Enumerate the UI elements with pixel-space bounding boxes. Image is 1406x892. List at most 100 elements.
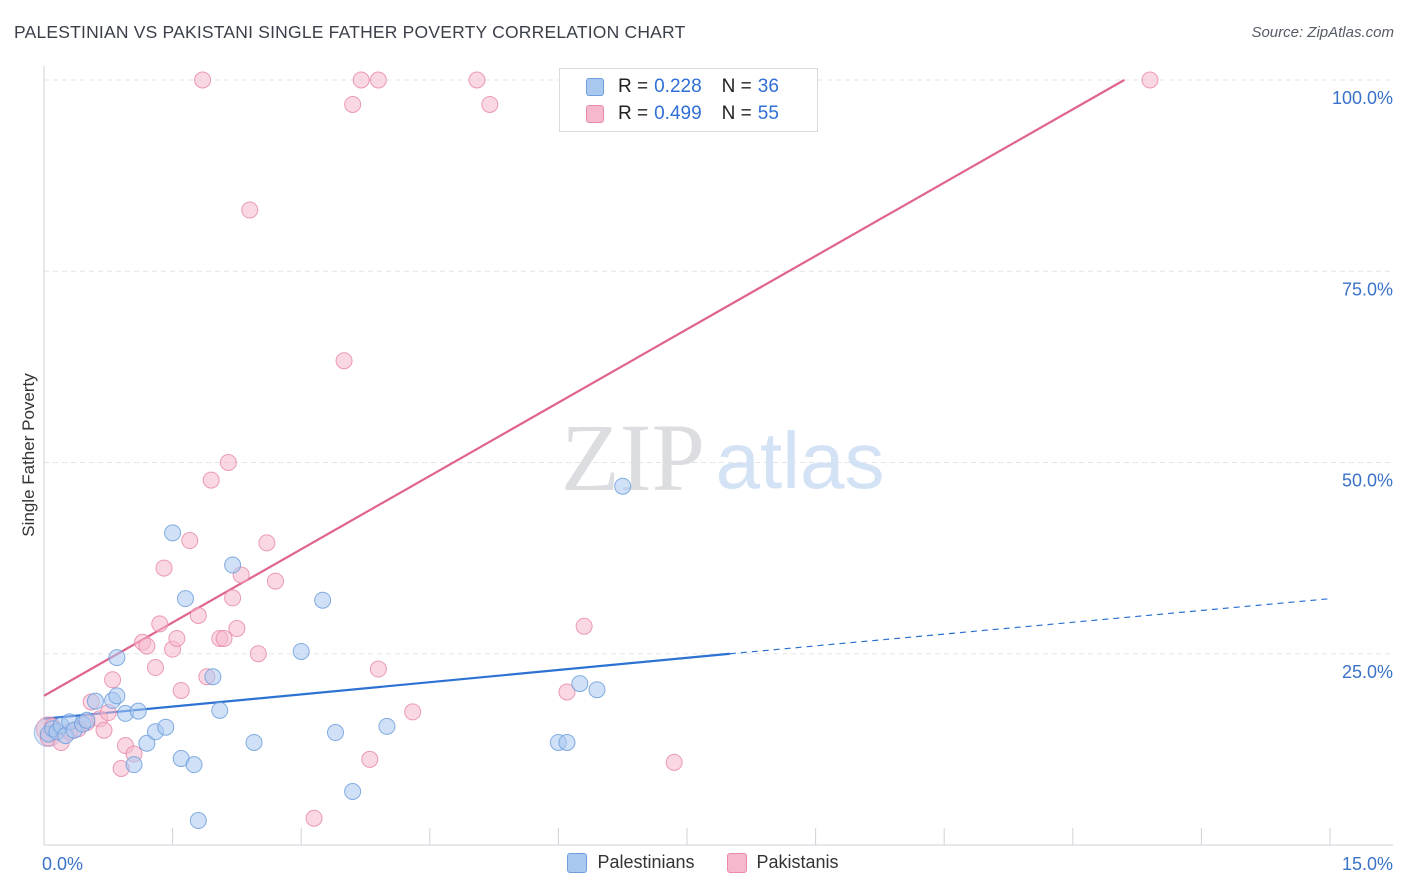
pakistani-point — [104, 671, 122, 689]
r-value: 0.228 — [654, 76, 702, 97]
palestinian-point — [78, 711, 96, 729]
palestinians-trend-extension — [729, 598, 1331, 655]
palestinian-point — [189, 812, 207, 830]
pakistani-point — [335, 352, 353, 370]
pakistani-point — [249, 645, 267, 663]
source-label: Source: ZipAtlas.com — [1251, 24, 1394, 41]
palestinian-point — [129, 702, 147, 720]
data-points — [33, 71, 1159, 830]
legend-row-palestinians: R = 0.228 N = 36 — [586, 75, 779, 99]
y-tick-label: 75.0% — [1342, 279, 1393, 299]
pakistani-point — [258, 534, 276, 552]
pakistani-point — [361, 750, 379, 768]
axes — [43, 66, 1393, 846]
pakistani-point — [172, 681, 190, 699]
pakistani-point — [138, 637, 156, 655]
pakistani-point — [575, 617, 593, 635]
pakistani-point — [665, 753, 683, 771]
palestinian-point — [344, 782, 362, 800]
palestinian-point — [108, 649, 126, 667]
pakistani-point — [352, 71, 370, 89]
palestinians-swatch — [586, 78, 604, 96]
palestinian-point — [224, 556, 242, 574]
pakistani-point — [468, 71, 486, 89]
palestinian-point — [211, 701, 229, 719]
pakistani-point — [189, 607, 207, 624]
series-legend: Palestinians Pakistanis — [0, 852, 1406, 873]
palestinian-point — [185, 756, 203, 774]
pakistani-point — [215, 629, 233, 647]
grid-lines — [44, 79, 1393, 655]
n-label: N = — [721, 76, 752, 97]
pakistani-point — [404, 703, 422, 721]
pakistani-point — [219, 454, 237, 471]
n-value: 36 — [757, 76, 779, 97]
palestinian-point — [314, 591, 332, 609]
palestinians-trend-line — [43, 652, 730, 720]
palestinian-point — [86, 692, 104, 710]
palestinian-point — [378, 717, 396, 735]
r-value: 0.499 — [654, 103, 702, 124]
chart-title: PALESTINIAN VS PAKISTANI SINGLE FATHER P… — [14, 22, 686, 42]
correlation-legend: R = 0.228 N = 36 R = 0.499 N = 55 — [559, 68, 818, 132]
pakistani-point — [369, 71, 387, 89]
legend-row-pakistanis: R = 0.499 N = 55 — [586, 102, 779, 126]
pakistani-point — [369, 660, 387, 678]
palestinian-point — [204, 668, 222, 686]
palestinian-point — [245, 733, 263, 751]
y-tick-label: 100.0% — [1332, 88, 1393, 108]
pakistanis-swatch — [586, 105, 604, 123]
palestinian-point — [614, 477, 632, 495]
watermark-zip: ZIP — [561, 404, 705, 511]
palestinian-point — [326, 724, 344, 742]
watermark-atlas: atlas — [716, 416, 885, 505]
legend-item-palestinians[interactable]: Palestinians — [567, 852, 695, 873]
watermark: ZIP atlas — [561, 404, 884, 511]
palestinian-point — [164, 524, 182, 542]
n-label: N = — [721, 103, 752, 124]
palestinian-point — [292, 642, 310, 660]
pakistani-point — [241, 201, 259, 219]
tick-labels: 25.0% 50.0% 75.0% 100.0% 0.0% 15.0% — [42, 88, 1393, 874]
palestinian-point — [157, 718, 175, 736]
y-tick-label: 25.0% — [1342, 662, 1393, 682]
palestinian-point — [558, 733, 576, 751]
r-label: R = — [618, 76, 649, 97]
pakistani-point — [224, 589, 242, 607]
pakistani-point — [155, 559, 173, 577]
palestinians-legend-swatch — [567, 852, 588, 873]
y-axis-label: Single Father Poverty — [19, 373, 38, 537]
x-tick-label-min: 0.0% — [42, 854, 83, 874]
n-value: 55 — [757, 103, 779, 124]
pakistani-point — [481, 95, 499, 113]
palestinian-point — [138, 734, 156, 752]
pakistani-point — [266, 572, 284, 590]
palestinian-point — [176, 590, 194, 608]
pakistani-point — [1141, 71, 1159, 89]
palestinian-point — [571, 675, 589, 693]
pakistani-point — [228, 620, 246, 638]
palestinians-legend-label: Palestinians — [597, 852, 695, 872]
pakistani-point — [146, 659, 164, 677]
pakistanis-legend-swatch — [726, 852, 747, 873]
x-tick-label-max: 15.0% — [1342, 854, 1393, 874]
pakistanis-trend-line — [43, 79, 1125, 697]
pakistani-point — [168, 629, 186, 647]
pakistani-point — [305, 809, 323, 827]
palestinian-point — [108, 687, 126, 705]
pakistani-point — [95, 721, 113, 739]
pakistani-point — [558, 683, 576, 701]
trend-lines — [43, 79, 1331, 720]
pakistani-point — [151, 615, 169, 633]
pakistani-point — [202, 471, 220, 489]
pakistani-point — [194, 71, 212, 89]
palestinian-point — [588, 681, 606, 699]
palestinian-point — [125, 756, 143, 774]
pakistani-point — [181, 532, 199, 550]
pakistani-point — [344, 95, 362, 113]
y-tick-label: 50.0% — [1342, 471, 1393, 491]
legend-item-pakistanis[interactable]: Pakistanis — [726, 852, 839, 873]
pakistanis-legend-label: Pakistanis — [756, 852, 839, 872]
r-label: R = — [618, 103, 649, 124]
